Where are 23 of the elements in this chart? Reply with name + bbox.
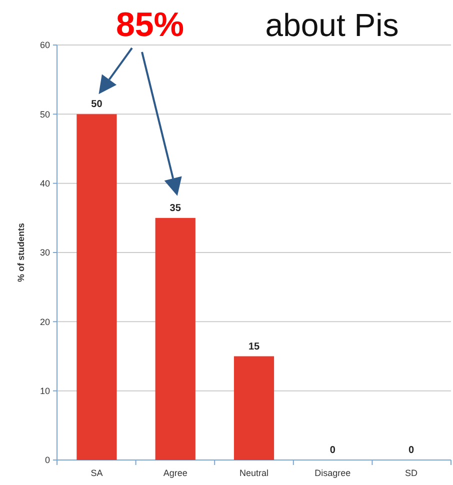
data-label: 15 <box>248 341 260 352</box>
y-tick-label: 10 <box>40 386 50 396</box>
bar <box>76 114 117 460</box>
y-tick-label: 50 <box>40 109 50 120</box>
data-label: 50 <box>91 99 103 110</box>
data-label: 35 <box>170 202 182 214</box>
x-tick-label: Agree <box>163 468 188 478</box>
y-tick-label: 60 <box>40 40 50 50</box>
bar <box>155 218 196 460</box>
text: 85% <box>116 6 184 44</box>
y-tick-label: 40 <box>40 178 50 188</box>
x-tick-label: Neutral <box>239 468 269 478</box>
y-tick-label: 30 <box>40 248 50 258</box>
x-tick-label: SA <box>90 468 103 478</box>
x-tick-label: SD <box>405 468 418 478</box>
y-axis-title: % of students <box>16 222 26 282</box>
text: about Pis <box>265 7 399 43</box>
y-tick-label: 0 <box>44 455 50 466</box>
x-tick-label: Disagree <box>314 468 351 478</box>
data-label: 0 <box>330 445 336 456</box>
y-tick-label: 20 <box>40 316 50 327</box>
data-label: 0 <box>408 445 415 456</box>
bar <box>234 356 274 460</box>
